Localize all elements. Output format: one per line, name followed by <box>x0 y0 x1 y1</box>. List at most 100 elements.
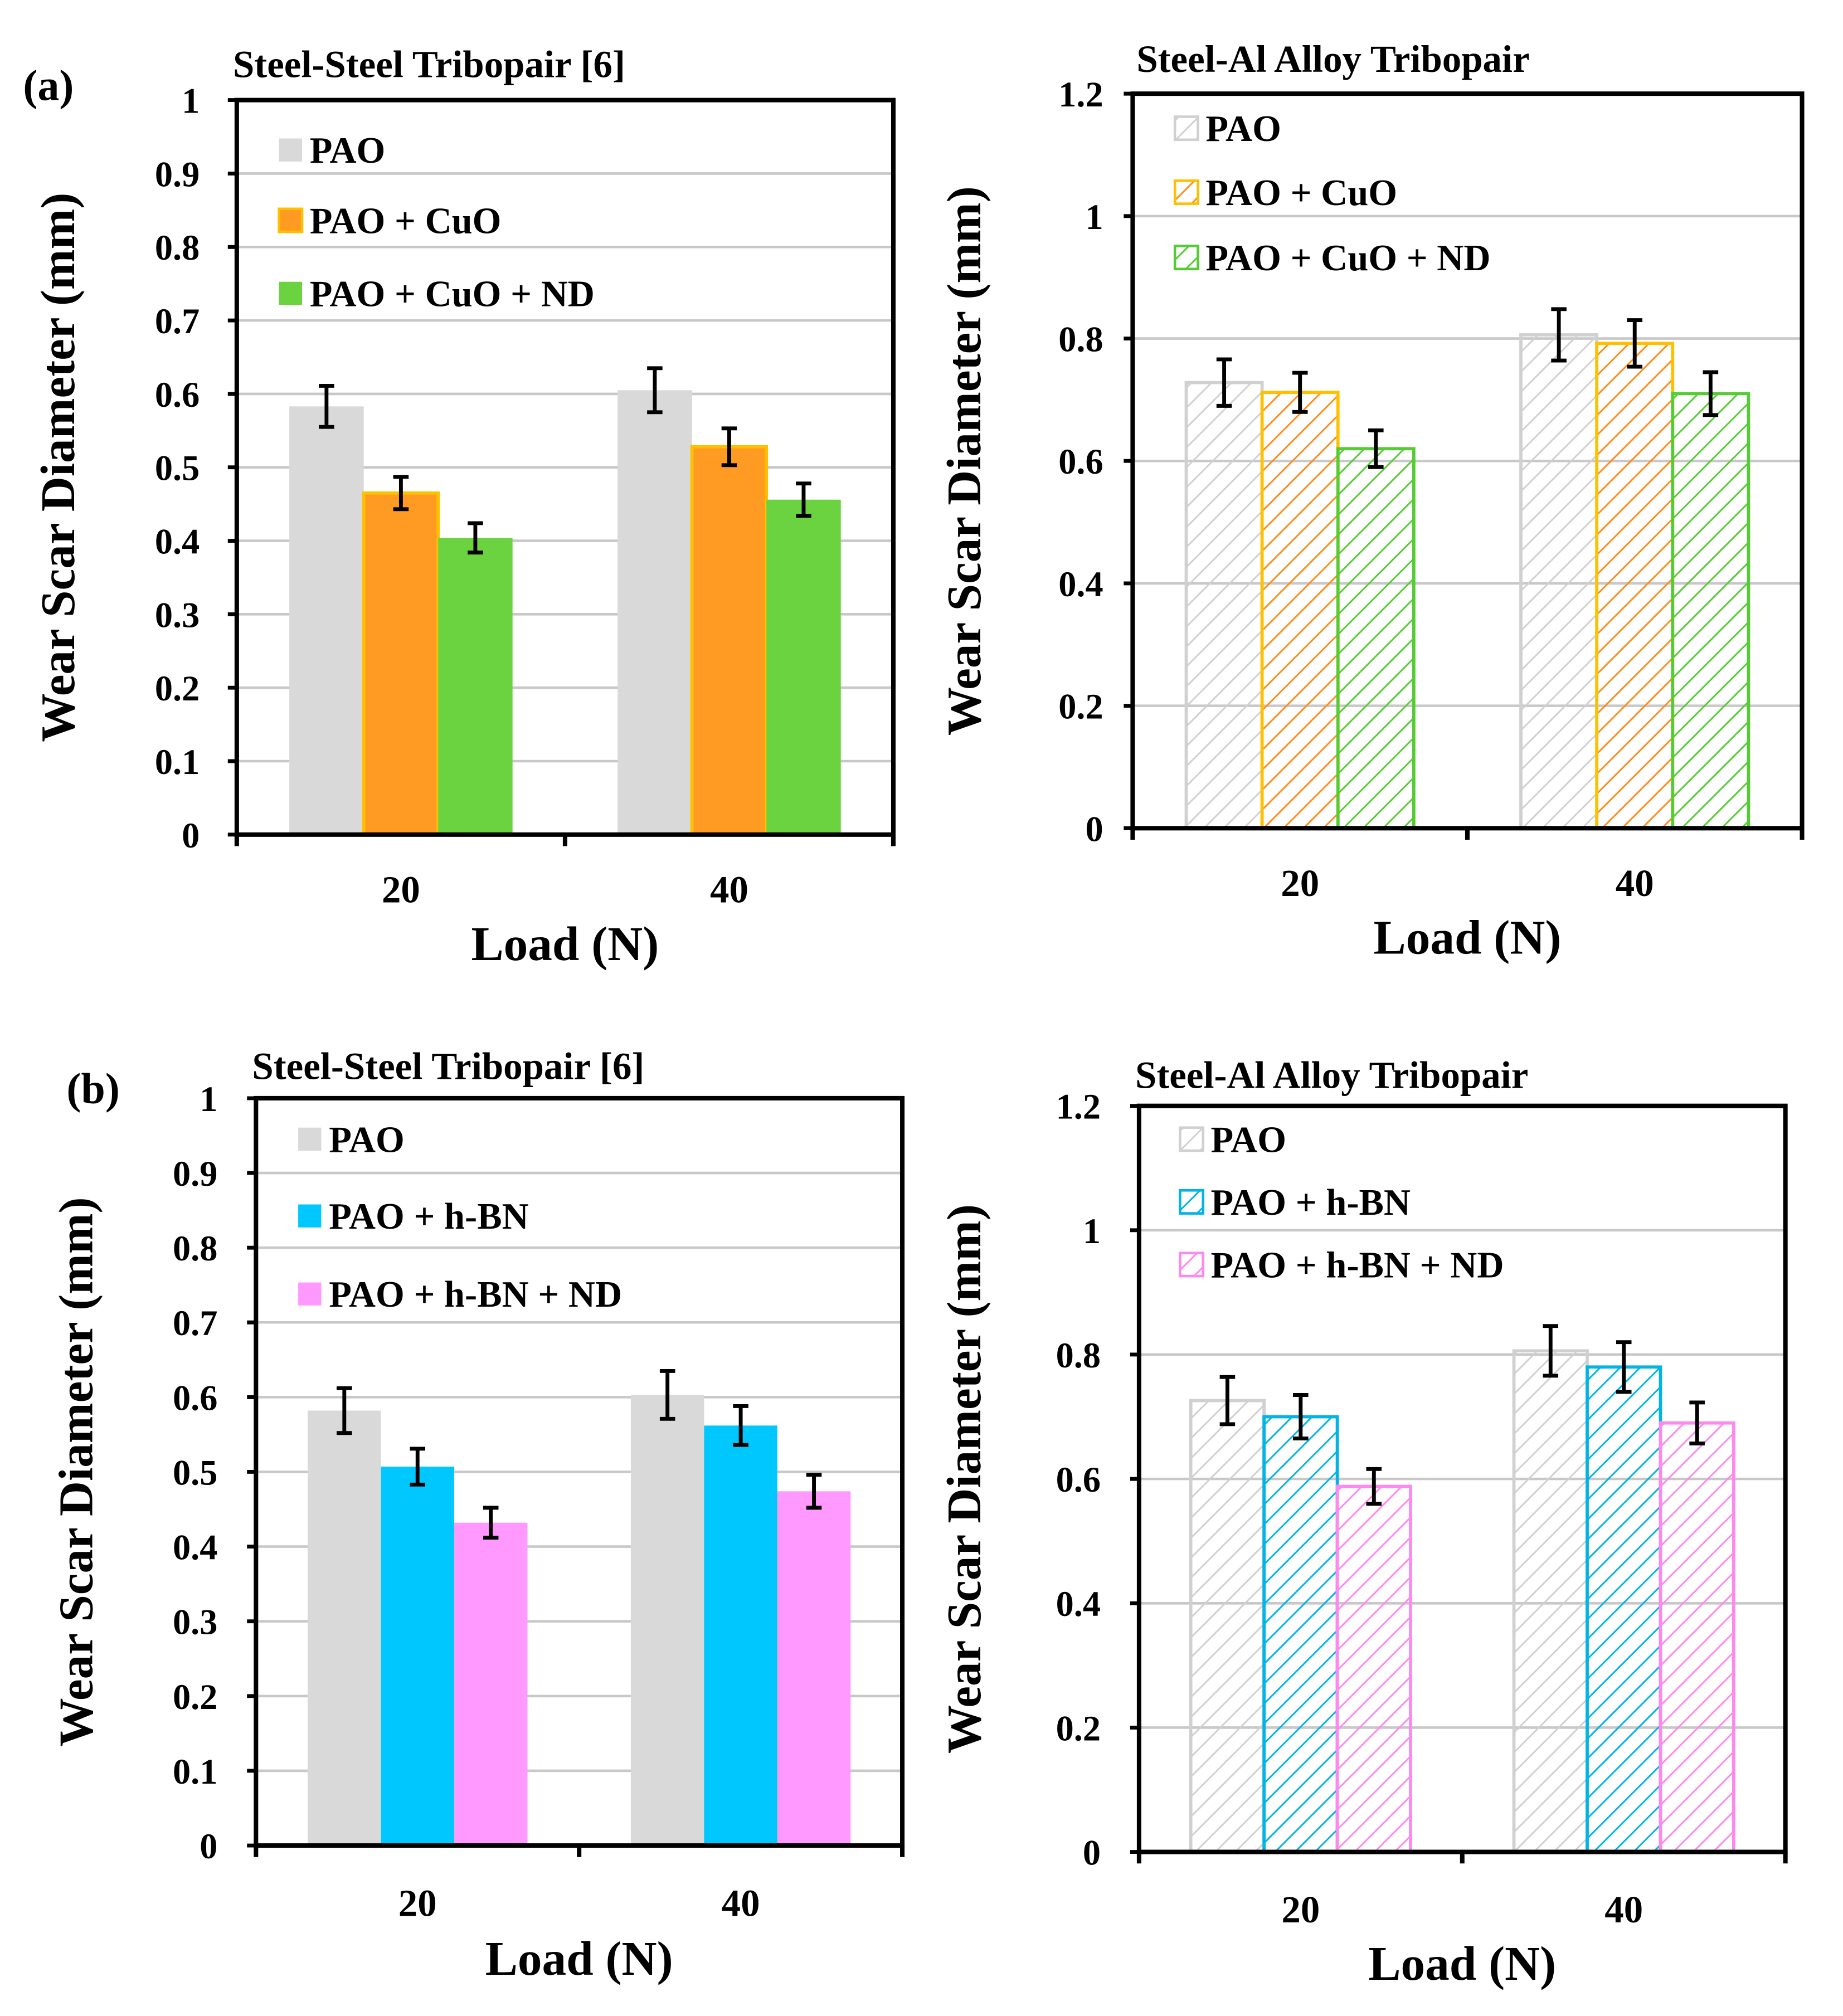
chart-4: 0 0.2 0.4 0.6 0.8 1 1.2 20 40 Steel-Al Alloy Trib… <box>937 1054 1788 1990</box>
bar <box>1595 342 1675 830</box>
y-tick-label: 0.7 <box>173 1303 217 1343</box>
legend-label: PAO + h-BN + ND <box>329 1274 622 1315</box>
legend-label: PAO <box>1211 1119 1287 1160</box>
legend-swatch <box>1179 1126 1205 1152</box>
chart-3: 0 0.1 0.2 0.3 0.4 0.5 0.6 0.7 0.8 0.9 1 20 40 Steel-S… <box>48 1045 905 1985</box>
bar <box>1671 392 1750 830</box>
legend-swatch <box>1173 179 1199 205</box>
chart-title: Steel-Al Alloy Tribopair <box>1136 38 1529 80</box>
bar <box>381 1467 454 1846</box>
y-tick-label: 0.4 <box>173 1528 217 1567</box>
legend-swatch <box>1173 245 1199 271</box>
legend-label: PAO + CuO + ND <box>310 274 595 314</box>
bar <box>1184 381 1264 830</box>
chart-2: 0 0.2 0.4 0.6 0.8 1 1.2 20 40 Steel-Al Alloy Trib… <box>937 38 1805 964</box>
legend-swatch <box>298 1127 322 1151</box>
bar <box>617 390 692 835</box>
bar <box>1659 1421 1735 1854</box>
legend-swatch <box>279 138 302 162</box>
y-tick-label: 0.4 <box>1058 564 1103 604</box>
y-axis-title: Wear Scar Diameter (mm) <box>937 1204 991 1754</box>
y-tick-label: 0.6 <box>155 375 200 415</box>
legend-label: PAO + CuO <box>1205 173 1397 213</box>
x-tick-label: 20 <box>1281 862 1319 904</box>
y-tick-label: 0.8 <box>1058 319 1103 359</box>
legend-label: PAO <box>329 1119 405 1160</box>
bar <box>289 406 364 835</box>
chart-title: Steel-Steel Tribopair [6] <box>233 43 625 85</box>
x-axis-title: Load (N) <box>471 917 659 971</box>
bar <box>1512 1349 1589 1854</box>
panel-label-b: (b) <box>66 1064 119 1113</box>
legend-label: PAO + h-BN <box>329 1196 529 1237</box>
bar <box>1586 1365 1662 1854</box>
x-tick-label: 40 <box>1604 1888 1643 1931</box>
y-tick-label: 0.2 <box>1058 687 1103 727</box>
y-tick-label: 0.4 <box>155 522 200 562</box>
legend-swatch <box>1173 115 1199 142</box>
bar <box>777 1491 851 1846</box>
y-axis-title: Wear Scar Diameter (mm) <box>31 193 85 742</box>
x-tick-label: 40 <box>710 869 748 911</box>
bar <box>362 491 440 836</box>
chart-title: Steel-Steel Tribopair [6] <box>252 1045 644 1087</box>
panel-label-a: (a) <box>23 61 74 110</box>
y-tick-label: 1 <box>1083 1211 1101 1251</box>
y-tick-label: 0.8 <box>155 228 200 267</box>
legend-label: PAO + h-BN + ND <box>1211 1245 1504 1285</box>
y-tick-label: 0.6 <box>1056 1460 1101 1499</box>
y-tick-label: 0.2 <box>155 669 200 708</box>
x-tick-label: 40 <box>722 1882 760 1924</box>
y-tick-label: 0.3 <box>155 595 200 635</box>
y-tick-label: 0.4 <box>1056 1584 1101 1624</box>
chart-title: Steel-Al Alloy Tribopair <box>1135 1054 1528 1097</box>
y-tick-label: 1.2 <box>1056 1087 1101 1127</box>
legend-label: PAO + h-BN <box>1211 1182 1411 1223</box>
legend-label: PAO + CuO + ND <box>1205 238 1490 279</box>
bar <box>1336 447 1416 830</box>
y-tick-label: 1 <box>1085 197 1103 237</box>
legend-swatch <box>298 1282 322 1306</box>
legend-swatch <box>279 281 302 305</box>
bar <box>1260 391 1340 830</box>
y-tick-label: 1 <box>200 1079 217 1119</box>
legend-label: PAO <box>1205 109 1281 149</box>
y-tick-label: 0.3 <box>173 1603 217 1642</box>
bar <box>1189 1399 1266 1854</box>
x-tick-label: 20 <box>382 869 420 911</box>
x-tick-label: 20 <box>398 1882 437 1924</box>
y-tick-label: 0.9 <box>173 1154 217 1194</box>
legend-swatch <box>298 1204 322 1228</box>
bar <box>766 499 841 835</box>
y-tick-label: 1 <box>182 81 200 121</box>
y-tick-label: 0.8 <box>1056 1336 1101 1375</box>
bar <box>1262 1415 1339 1854</box>
x-axis-title: Load (N) <box>485 1931 673 1985</box>
bar <box>438 538 513 835</box>
bar <box>630 1395 704 1846</box>
y-axis-title: Wear Scar Diameter (mm) <box>937 186 991 736</box>
x-tick-label: 40 <box>1616 862 1654 904</box>
bar <box>1335 1484 1412 1854</box>
y-axis-title: Wear Scar Diameter (mm) <box>48 1197 103 1746</box>
bar <box>704 1425 777 1846</box>
bar <box>454 1522 528 1846</box>
x-tick-label: 20 <box>1281 1888 1320 1931</box>
legend-swatch <box>1179 1189 1205 1215</box>
x-axis-title: Load (N) <box>1368 1936 1556 1990</box>
y-tick-label: 0 <box>182 816 200 855</box>
y-tick-label: 0.2 <box>173 1677 217 1717</box>
legend-swatch <box>1179 1252 1205 1278</box>
chart-1: 0 0.1 0.2 0.3 0.4 0.5 0.6 0.7 0.8 0.9 1 20 40 Steel-S… <box>31 43 896 971</box>
y-tick-label: 0.1 <box>155 742 200 782</box>
y-tick-label: 0.6 <box>1058 442 1103 481</box>
y-tick-label: 0.7 <box>155 301 200 341</box>
bar <box>308 1410 381 1846</box>
y-tick-label: 0.8 <box>173 1229 217 1268</box>
y-tick-label: 0 <box>1083 1833 1101 1873</box>
y-tick-label: 0.1 <box>173 1752 217 1791</box>
y-tick-label: 0.5 <box>173 1453 217 1492</box>
y-tick-label: 0 <box>1085 809 1103 849</box>
legend-swatch <box>278 207 304 233</box>
